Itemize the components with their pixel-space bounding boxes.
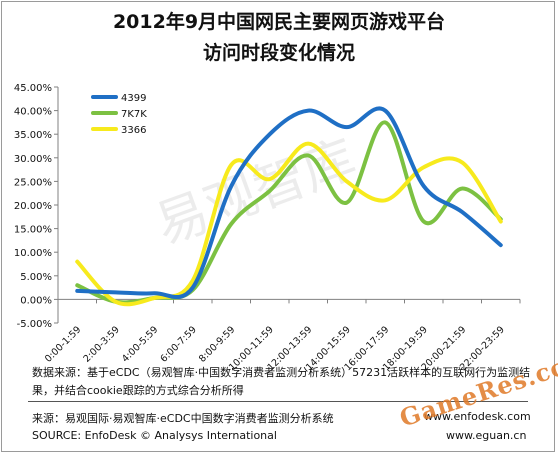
y-tick-label: 45.00% <box>14 83 52 94</box>
url-eguan: www.eguan.cn <box>446 429 527 442</box>
series-line-4399 <box>75 106 503 300</box>
series-line-7k7k <box>75 120 503 305</box>
y-tick-label: 30.00% <box>14 154 52 165</box>
x-tick-label: 4:00-5:59 <box>120 324 160 364</box>
data-note-line2: 果，并结合cookie跟踪的方式综合分析所得 <box>32 384 244 397</box>
y-tick-label: 5.00% <box>20 272 52 283</box>
source-cn: 来源：易观国际·易观智库·eCDC中国数字消费者监测分析系统 <box>32 412 334 425</box>
source-en: SOURCE: EnfoDesk © Analysys Internationa… <box>32 429 277 442</box>
y-tick-label: 15.00% <box>14 225 52 236</box>
data-note-line1: 数据来源：基于eCDC（易观智库·中国数字消费者监测分析系统）57231活跃样本… <box>32 366 531 379</box>
chart-title-line2: 访问时段变化情况 <box>202 42 355 64</box>
separator-line <box>28 401 528 402</box>
y-tick-label: 0.00% <box>20 295 52 306</box>
x-tick-label: 0:00-1:59 <box>43 324 83 364</box>
legend-label-7k7k: 7K7K <box>121 109 147 120</box>
y-tick-label: 40.00% <box>14 107 52 118</box>
x-tick-label: 2:00-3:59 <box>81 324 121 364</box>
chart-title-line1: 2012年9月中国网民主要网页游戏平台 <box>112 11 446 33</box>
y-tick-label: 10.00% <box>14 248 52 259</box>
legend-label-3366: 3366 <box>121 125 146 136</box>
y-tick-label: -5.00% <box>17 319 52 330</box>
legend-label-4399: 4399 <box>121 93 146 104</box>
x-tick-label: 8:00-9:59 <box>197 324 237 364</box>
series-line-3366 <box>75 141 503 307</box>
y-tick-label: 25.00% <box>14 177 52 188</box>
y-tick-label: 35.00% <box>14 130 52 141</box>
y-tick-label: 20.00% <box>14 201 52 212</box>
url-enfodesk: www.enfodesk.com <box>424 410 531 423</box>
x-tick-label: 6:00-7:59 <box>158 324 198 364</box>
